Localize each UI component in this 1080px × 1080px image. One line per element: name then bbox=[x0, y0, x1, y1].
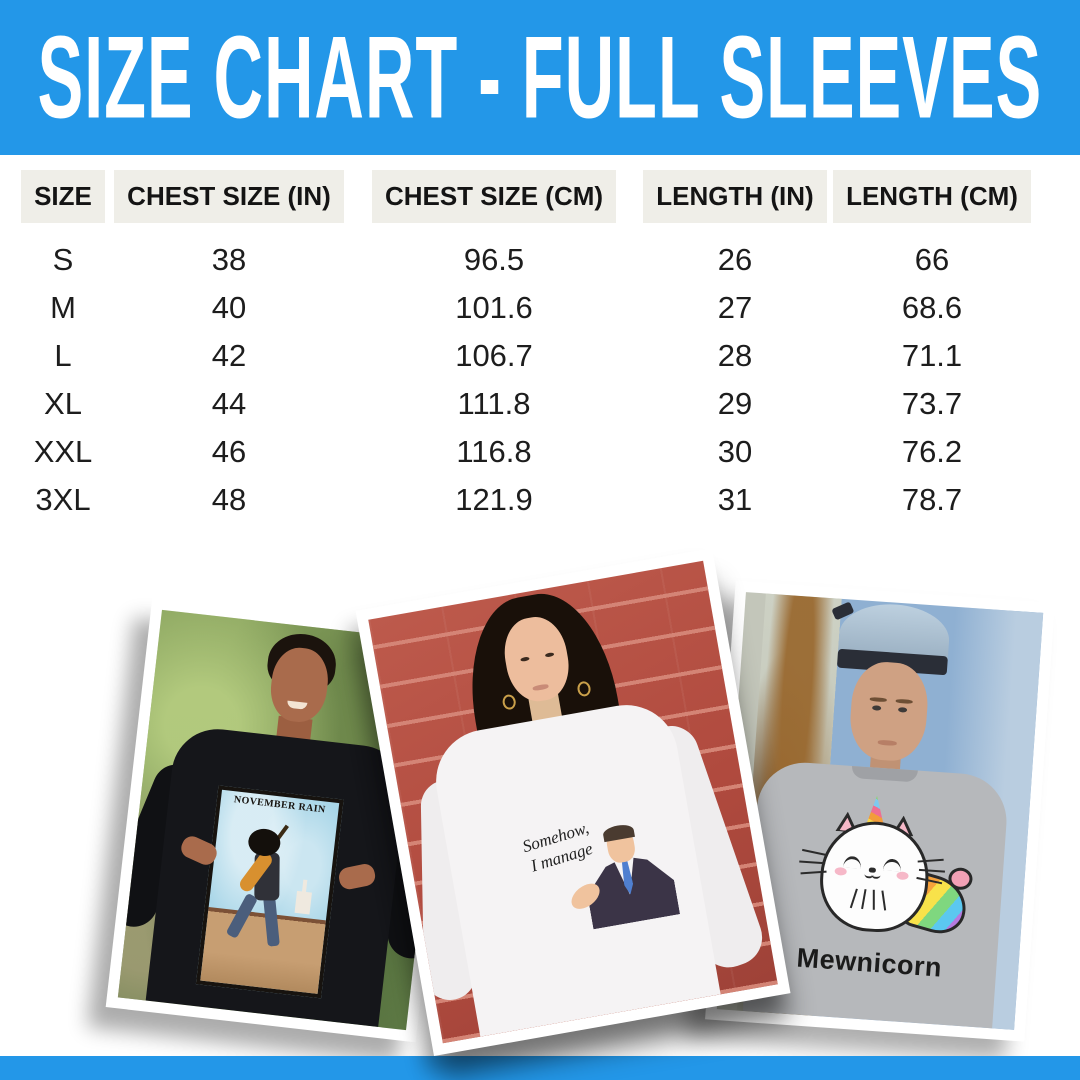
banner: SIZE CHART - FULL SLEEVES bbox=[0, 0, 1080, 155]
mewnicorn-print bbox=[799, 806, 974, 940]
length-cm-value: 66 bbox=[914, 242, 950, 277]
chest-cm-value: 116.8 bbox=[456, 434, 532, 469]
photo-white-office-tshirt: Somehow, I manage bbox=[355, 548, 791, 1056]
chest-in-value: 44 bbox=[211, 386, 247, 421]
length-in-value: 27 bbox=[717, 290, 753, 325]
photo-middle-scene: Somehow, I manage bbox=[368, 560, 778, 1044]
table-row: M 40 101.6 27 68.6 bbox=[0, 284, 1050, 332]
chest-in-value: 40 bbox=[211, 290, 247, 325]
length-in-value: 31 bbox=[717, 482, 753, 517]
november-rain-print: NOVEMBER RAIN bbox=[195, 785, 344, 999]
size-value: 3XL bbox=[35, 482, 91, 517]
chest-cm-value: 121.9 bbox=[455, 482, 533, 517]
chest-in-value: 42 bbox=[211, 338, 247, 373]
model-face bbox=[847, 659, 931, 763]
length-cm-value: 71.1 bbox=[901, 338, 963, 373]
print-desert-ground bbox=[200, 907, 326, 994]
column-header-size: SIZE bbox=[21, 170, 105, 223]
model-eye bbox=[872, 705, 882, 711]
size-table: SIZE CHEST SIZE (IN) CHEST SIZE (CM) LEN… bbox=[0, 170, 1050, 524]
page-title: SIZE CHART - FULL SLEEVES bbox=[37, 10, 1043, 143]
size-value: L bbox=[54, 338, 72, 373]
table-row: 3XL 48 121.9 31 78.7 bbox=[0, 476, 1050, 524]
table-header-row: SIZE CHEST SIZE (IN) CHEST SIZE (CM) LEN… bbox=[0, 170, 1050, 223]
white-long-sleeve-shirt bbox=[427, 696, 721, 1037]
size-value: XXL bbox=[33, 434, 93, 469]
chest-in-value: 38 bbox=[211, 242, 247, 277]
november-rain-title: NOVEMBER RAIN bbox=[233, 794, 327, 816]
chest-cm-value: 111.8 bbox=[457, 386, 531, 421]
size-value: S bbox=[52, 242, 74, 277]
size-value: XL bbox=[44, 386, 82, 421]
table-row: L 42 106.7 28 71.1 bbox=[0, 332, 1050, 380]
length-cm-value: 68.6 bbox=[901, 290, 963, 325]
table-row: S 38 96.5 26 66 bbox=[0, 236, 1050, 284]
cat-belly-line bbox=[872, 889, 875, 910]
print-chapel bbox=[294, 890, 312, 915]
length-in-value: 28 bbox=[717, 338, 753, 373]
chest-cm-value: 96.5 bbox=[463, 242, 525, 277]
length-cm-value: 78.7 bbox=[901, 482, 963, 517]
length-in-value: 29 bbox=[717, 386, 753, 421]
table-body: S 38 96.5 26 66 M 40 101.6 27 68.6 L 42 … bbox=[0, 236, 1050, 524]
table-row: XXL 46 116.8 30 76.2 bbox=[0, 428, 1050, 476]
model-eye bbox=[897, 707, 908, 713]
column-header-length-in: LENGTH (IN) bbox=[643, 170, 827, 223]
chest-cm-value: 106.7 bbox=[455, 338, 533, 373]
chest-in-value: 46 bbox=[211, 434, 247, 469]
length-cm-value: 76.2 bbox=[901, 434, 963, 469]
column-header-chest-in: CHEST SIZE (IN) bbox=[114, 170, 344, 223]
chest-cm-value: 101.6 bbox=[455, 290, 533, 325]
column-header-length-cm: LENGTH (CM) bbox=[833, 170, 1031, 223]
chest-in-value: 48 bbox=[211, 482, 247, 517]
length-in-value: 30 bbox=[717, 434, 753, 469]
table-row: XL 44 111.8 29 73.7 bbox=[0, 380, 1050, 428]
size-value: M bbox=[50, 290, 76, 325]
column-header-chest-cm: CHEST SIZE (CM) bbox=[371, 170, 617, 223]
bottom-accent-strip bbox=[0, 1056, 1080, 1080]
length-cm-value: 73.7 bbox=[901, 386, 963, 421]
length-in-value: 26 bbox=[717, 242, 753, 277]
